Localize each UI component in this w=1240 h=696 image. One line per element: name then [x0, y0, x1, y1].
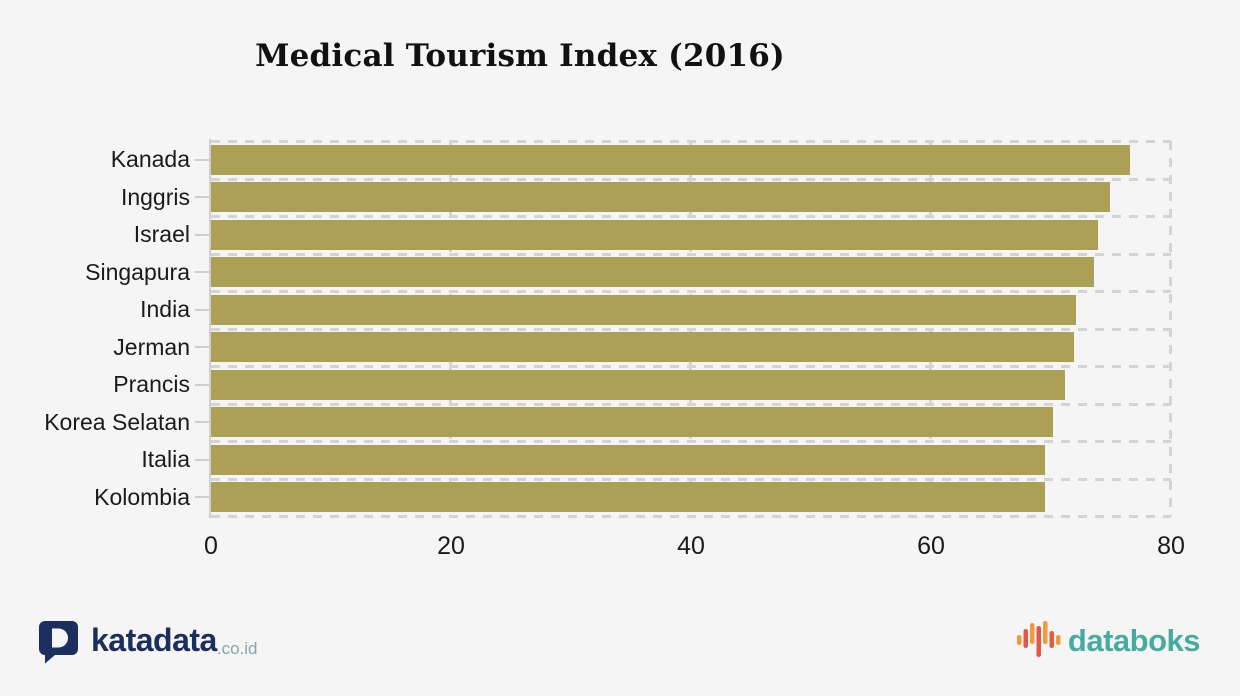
bar-israel: [211, 219, 1098, 250]
y-tick: [195, 421, 209, 424]
y-axis-line: [209, 139, 211, 518]
v-gridline: [1169, 141, 1172, 516]
y-tick: [195, 383, 209, 386]
y-tick: [195, 458, 209, 461]
y-tick: [195, 271, 209, 274]
y-tick: [195, 308, 209, 311]
chart-title: Medical Tourism Index (2016): [255, 38, 785, 74]
katadata-domain: .co.id: [216, 639, 258, 658]
katadata-logo: katadata .co.id: [34, 616, 257, 664]
x-axis-label: 80: [1157, 532, 1185, 560]
y-tick: [195, 496, 209, 499]
bar-india: [211, 294, 1077, 325]
databoks-wordmark: databoks: [1067, 623, 1201, 658]
bar-series: [211, 141, 1171, 516]
v-gridline: [689, 141, 692, 516]
x-axis-label: 0: [204, 532, 218, 560]
bar-kolombia: [211, 482, 1045, 513]
katadata-wordmark: katadata: [91, 621, 217, 658]
y-axis-label: Israel: [133, 221, 190, 248]
y-axis-label: Italia: [141, 446, 190, 473]
bar-row: [211, 254, 1171, 292]
bar-jerman: [211, 332, 1074, 363]
x-axis-label: 20: [437, 532, 465, 560]
y-tick: [195, 346, 209, 349]
bar-row: [211, 179, 1171, 217]
bar-korea-selatan: [211, 407, 1054, 438]
v-gridline: [449, 141, 452, 516]
databoks-logo: databoks: [1016, 620, 1201, 662]
y-axis-labels: Kanada Inggris Israel Singapura India Je…: [0, 141, 190, 516]
bar-italia: [211, 444, 1045, 475]
y-axis-label: Jerman: [113, 333, 190, 360]
y-axis-label: Kolombia: [94, 483, 190, 510]
plot-area: [209, 139, 1172, 518]
bar-row: [211, 329, 1171, 367]
databoks-bars-icon: [1016, 621, 1061, 657]
y-tick: [195, 196, 209, 199]
bar-row: [211, 366, 1171, 404]
x-axis-label: 60: [917, 532, 945, 560]
x-axis-labels: 0 20 40 60 80: [204, 532, 1185, 564]
bar-row: [211, 441, 1171, 479]
y-axis-label: Singapura: [85, 258, 190, 285]
y-axis-label: Korea Selatan: [44, 408, 190, 435]
y-axis-ticks: [195, 141, 209, 516]
bar-row: [211, 216, 1171, 254]
y-axis-label: Prancis: [113, 371, 190, 398]
bar-inggris: [211, 182, 1110, 213]
x-axis-label: 40: [677, 532, 705, 560]
y-tick: [195, 233, 209, 236]
bar-singapura: [211, 257, 1095, 288]
bar-row: [211, 141, 1171, 179]
y-axis-label: Inggris: [120, 183, 190, 210]
y-tick: [195, 158, 209, 161]
katadata-d-icon: [39, 621, 78, 664]
bar-row: [211, 404, 1171, 442]
bar-row: [211, 479, 1171, 517]
y-axis-label: India: [140, 296, 190, 323]
bar-prancis: [211, 369, 1066, 400]
h-gridline: [211, 515, 1171, 518]
bar-kanada: [211, 144, 1131, 175]
bar-row: [211, 291, 1171, 329]
y-axis-label: Kanada: [110, 146, 190, 173]
v-gridline: [929, 141, 932, 516]
